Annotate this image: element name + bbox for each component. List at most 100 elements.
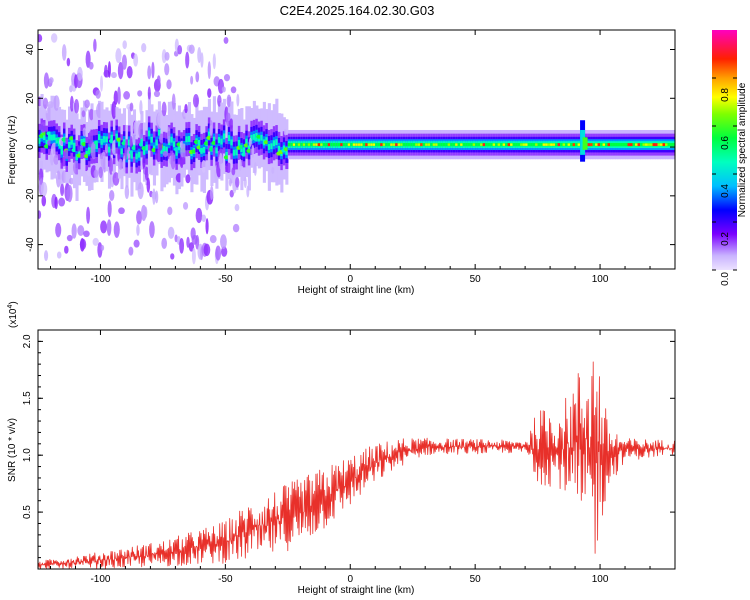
heatmap-cell — [570, 142, 574, 147]
heatmap-cell — [66, 234, 73, 242]
heatmap-cell — [250, 134, 254, 141]
heatmap-cell — [592, 142, 596, 147]
heatmap-cell — [247, 145, 251, 152]
heatmap-cell — [248, 137, 252, 147]
heatmap-cell — [151, 148, 157, 153]
heatmap-cell — [263, 140, 269, 145]
heatmap-cell — [595, 143, 599, 146]
heatmap-cell — [307, 143, 311, 146]
heatmap-cell — [540, 142, 544, 147]
y-tick-label: 1.5 — [22, 391, 33, 405]
heatmap-cell — [146, 177, 151, 193]
heatmap-cell — [552, 143, 556, 146]
heatmap-cell — [357, 143, 361, 146]
heatmap-cell — [77, 149, 82, 156]
heatmap-cell — [355, 143, 359, 146]
heatmap-cell — [432, 143, 436, 146]
heatmap-cell — [630, 143, 635, 147]
heatmap-cell — [212, 53, 216, 70]
heatmap-cell — [47, 134, 52, 141]
heatmap-cell — [86, 206, 91, 224]
heatmap-cell — [50, 33, 58, 43]
heatmap-cell — [320, 143, 324, 146]
heatmap-cell — [45, 139, 49, 146]
heatmap-cell — [510, 143, 514, 146]
heatmap-cell — [415, 143, 419, 146]
heatmap-cell — [417, 143, 421, 146]
heatmap-cell — [76, 153, 82, 158]
heatmap-cell — [632, 142, 636, 147]
heatmap-cell — [93, 38, 97, 52]
heatmap-cell — [137, 182, 144, 200]
snr-y-label: SNR (10 * v/v) — [7, 418, 18, 482]
heatmap-cell — [207, 131, 211, 138]
heatmap-cell — [600, 142, 604, 147]
heatmap-cell — [144, 166, 149, 181]
y-tick-label: 0 — [25, 144, 36, 150]
heatmap-cell — [267, 144, 271, 150]
heatmap-cell — [86, 169, 92, 177]
heatmap-cell — [83, 154, 89, 159]
heatmap-cell — [186, 236, 190, 248]
heatmap-cell — [139, 99, 143, 115]
heatmap-cell — [302, 143, 306, 146]
heatmap-cell — [352, 143, 356, 146]
heatmap-cell — [141, 146, 147, 151]
heatmap-cell — [203, 243, 211, 257]
heatmap-cell — [177, 144, 181, 151]
heatmap-cell — [157, 129, 162, 136]
heatmap-cell — [427, 143, 431, 146]
heatmap-cell — [111, 72, 117, 79]
heatmap-cell — [234, 203, 240, 212]
heatmap-cell — [567, 143, 571, 146]
heatmap-cell — [155, 149, 162, 163]
heatmap-cell — [162, 150, 169, 158]
heatmap-cell — [113, 221, 120, 238]
heatmap-cell — [157, 110, 164, 128]
heatmap-cell — [582, 137, 588, 150]
heatmap-cell — [60, 183, 65, 196]
y-tick-label: 40 — [25, 44, 36, 56]
heatmap-cell — [525, 143, 529, 146]
heatmap-cell — [572, 143, 576, 147]
heatmap-cell — [231, 167, 236, 176]
heatmap-cell — [312, 143, 316, 146]
heatmap-cell — [58, 144, 64, 149]
heatmap-cell — [141, 43, 147, 53]
heatmap-cell — [640, 142, 644, 147]
heatmap-cell — [235, 176, 240, 188]
heatmap-cell — [61, 137, 67, 142]
heatmap-cell — [195, 207, 203, 224]
heatmap-cell — [155, 139, 159, 146]
snr-series-line — [38, 361, 675, 569]
x-tick-label: -50 — [218, 574, 233, 585]
heatmap-cell — [243, 176, 247, 189]
heatmap-cell — [228, 178, 232, 187]
heatmap-cell — [447, 143, 451, 146]
heatmap-cell — [300, 142, 304, 147]
heatmap-cell — [38, 137, 42, 144]
heatmap-cell — [38, 210, 42, 219]
heatmap-cell — [430, 142, 434, 147]
y-tick-label: 20 — [25, 92, 36, 104]
heatmap-cell — [61, 44, 67, 61]
heatmap-cell — [113, 90, 119, 105]
heatmap-cell — [652, 143, 656, 147]
heatmap-cell — [507, 143, 513, 147]
heatmap-cell — [100, 75, 104, 92]
x-tick-label: 50 — [470, 274, 482, 285]
heatmap-cell — [260, 134, 264, 141]
heatmap-cell — [95, 89, 101, 99]
heatmap-cell — [68, 136, 74, 141]
heatmap-cell — [195, 71, 200, 83]
heatmap-cell — [520, 143, 524, 146]
heatmap-cell — [246, 185, 250, 198]
heatmap-cell — [236, 93, 240, 107]
heatmap-cell — [310, 142, 314, 147]
heatmap-cell — [203, 141, 209, 146]
heatmap-cell — [335, 142, 339, 147]
heatmap-cell — [209, 185, 214, 201]
heatmap-cell — [145, 144, 149, 151]
heatmap-cell — [166, 79, 172, 90]
heatmap-cell — [229, 118, 234, 129]
